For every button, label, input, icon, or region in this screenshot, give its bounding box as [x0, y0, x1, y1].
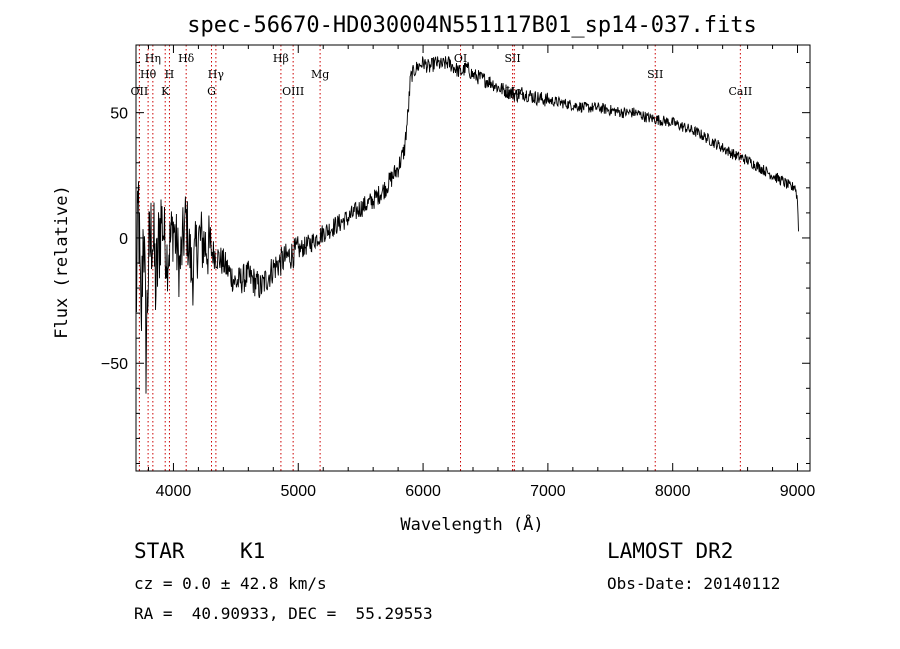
line-marker-label-14: SII: [647, 68, 663, 81]
chart-title: spec-56670-HD030004N551117B01_sp14-037.f…: [187, 13, 757, 38]
coordinates-readout: RA = 40.90933, DEC = 55.29553: [134, 604, 433, 623]
spectrum-line: [135, 56, 799, 469]
line-marker-label-11: OI: [454, 52, 467, 65]
x-axis-label: Wavelength (Å): [400, 513, 543, 535]
y-tick-label-1: 0: [119, 231, 128, 248]
redshift-readout: cz = 0.0 ± 42.8 km/s: [134, 574, 327, 593]
line-marker-label-9: OIII: [282, 85, 304, 98]
x-tick-label-3: 7000: [530, 483, 566, 500]
y-tick-label-2: 50: [110, 106, 128, 123]
line-marker-label-8: Hβ: [273, 52, 289, 65]
line-marker-label-7: G: [207, 85, 216, 98]
line-marker-label-10: Mg: [311, 68, 329, 81]
y-tick-label-0: −50: [101, 356, 128, 373]
x-tick-label-0: 4000: [156, 483, 192, 500]
line-marker-label-15: CaII: [729, 85, 753, 98]
line-marker-label-12: SII: [504, 52, 520, 65]
spectrum-plot: [135, 56, 799, 469]
object-class: STAR: [134, 539, 185, 563]
y-axis-label: Flux (relative): [52, 185, 72, 339]
line-marker-label-2: H: [165, 68, 175, 81]
survey-name: LAMOST DR2: [607, 539, 734, 563]
x-tick-label-1: 5000: [280, 483, 316, 500]
line-marker-label-3: Hδ: [178, 52, 195, 65]
line-marker-label-1: Hθ: [140, 68, 157, 81]
x-tick-label-4: 8000: [655, 483, 691, 500]
object-subclass: K1: [240, 539, 266, 563]
x-tick-label-5: 9000: [780, 483, 816, 500]
observation-date: Obs-Date: 20140112: [607, 574, 781, 593]
plot-frame: [135, 44, 811, 472]
line-marker-label-5: OII: [131, 85, 149, 98]
line-marker-label-6: K: [161, 85, 170, 98]
axes: 4000 5000 6000 7000 8000 9000 −50 0 50: [101, 45, 816, 500]
x-tick-label-2: 6000: [405, 483, 441, 500]
line-marker-label-0: Hη: [145, 52, 161, 65]
line-marker-label-4: Hγ: [208, 68, 225, 81]
